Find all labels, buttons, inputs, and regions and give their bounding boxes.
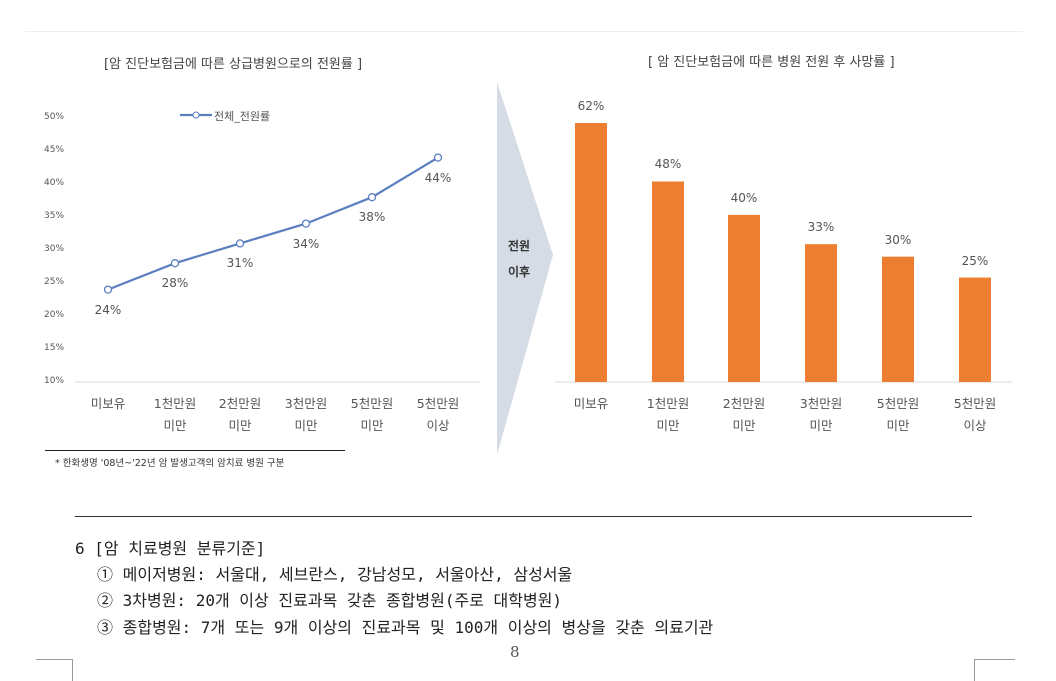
data-point (170, 259, 180, 268)
legend-label: 전체_전원률 (214, 110, 271, 123)
bar (728, 214, 760, 382)
bar-label: 40% (730, 190, 758, 205)
y-tick-label: 30% (44, 244, 65, 254)
right-chart-title: [ 암 진단보험금에 따른 병원 전원 후 사망률 ] (648, 55, 895, 70)
y-tick-label: 40% (44, 178, 65, 188)
category-label: 1천만원 미만 (153, 396, 197, 433)
arrow-text-1: 전원 (507, 239, 531, 253)
bar-label: 48% (654, 157, 682, 172)
category-label: 1천만원 미만 (646, 396, 690, 433)
y-tick-label: 25% (44, 277, 65, 287)
arrow-label: 전원 이후 (503, 233, 535, 285)
corner-mark-right (974, 659, 1015, 681)
criteria-item: ③ 종합병원: 7개 또는 9개 이상의 진료과목 및 100개 이상의 병상을… (97, 618, 714, 637)
series-line (107, 156, 439, 291)
bar-label: 62% (577, 99, 605, 113)
category-label: 5천만원 미만 (876, 396, 920, 433)
y-tick-label: 15% (44, 343, 65, 353)
bar (652, 181, 684, 382)
y-tick-label: 20% (44, 310, 65, 320)
footnote-rule (45, 450, 345, 451)
category-label: 5천만원 미만 (350, 396, 394, 433)
category-label: 3천만원 미만 (284, 396, 328, 433)
footnote: * 한화생명 '08년~'22년 암 발생고객의 암치료 병원 구분 (55, 458, 285, 469)
data-point (103, 285, 113, 294)
category-label: 3천만원 미만 (799, 396, 843, 433)
category-label: 2천만원 미만 (218, 396, 262, 433)
data-point (433, 153, 443, 162)
bar (882, 256, 914, 382)
arrow-shape (497, 82, 553, 455)
section-rule (75, 516, 972, 517)
bar (959, 277, 991, 382)
data-point (367, 193, 377, 202)
criteria-item: ② 3차병원: 20개 이상 진료과목 갖춘 종합병원(주로 대학병원) (97, 591, 563, 610)
data-label: 38% (358, 210, 386, 225)
section-heading: 6 [암 치료병원 분류기준] (75, 539, 266, 558)
data-label: 28% (161, 276, 189, 291)
category-label: 미보유 (573, 396, 609, 411)
category-label: 5천만원 이상 (953, 396, 997, 433)
criteria-item: ① 메이저병원: 서울대, 세브란스, 강남성모, 서울아산, 삼성서울 (97, 565, 573, 584)
data-point (301, 219, 311, 228)
y-tick-label: 10% (44, 376, 65, 386)
category-label: 미보유 (90, 396, 126, 411)
left-chart-title: [암 진단보험금에 따른 상급병원으로의 전원률 ] (104, 57, 363, 72)
corner-mark-left (36, 659, 73, 681)
top-border (25, 31, 1023, 32)
data-label: 24% (94, 302, 122, 317)
category-label: 2천만원 미만 (722, 396, 766, 433)
data-label: 44% (424, 170, 452, 185)
bar-label: 30% (884, 232, 912, 247)
bar-label: 33% (807, 220, 835, 235)
bar-label: 25% (961, 253, 989, 268)
page-number: 8 (510, 643, 520, 661)
data-label: 34% (292, 236, 320, 251)
y-tick-label: 50% (44, 112, 65, 122)
y-tick-label: 35% (44, 211, 65, 221)
data-point (235, 239, 245, 248)
bar (805, 244, 837, 382)
category-label: 5천만원 이상 (416, 396, 460, 433)
legend-marker (192, 111, 200, 119)
arrow-text-2: 이후 (507, 265, 531, 279)
y-tick-label: 45% (44, 145, 65, 155)
bar (575, 123, 607, 382)
data-label: 31% (226, 256, 254, 271)
